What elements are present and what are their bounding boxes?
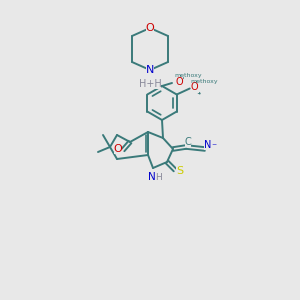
Text: C: C (184, 137, 191, 147)
Text: O: O (175, 77, 183, 87)
Text: N: N (148, 172, 156, 182)
Text: H+H: H+H (139, 79, 161, 89)
Text: methoxy: methoxy (174, 74, 202, 79)
Text: O: O (114, 144, 122, 154)
Text: methoxy: methoxy (190, 79, 218, 84)
Text: H: H (154, 172, 161, 182)
Text: ⁻: ⁻ (212, 142, 217, 152)
Text: N: N (204, 140, 212, 150)
Text: S: S (176, 166, 184, 176)
Text: O: O (191, 82, 199, 92)
Text: O: O (146, 23, 154, 33)
Text: N: N (146, 65, 154, 75)
